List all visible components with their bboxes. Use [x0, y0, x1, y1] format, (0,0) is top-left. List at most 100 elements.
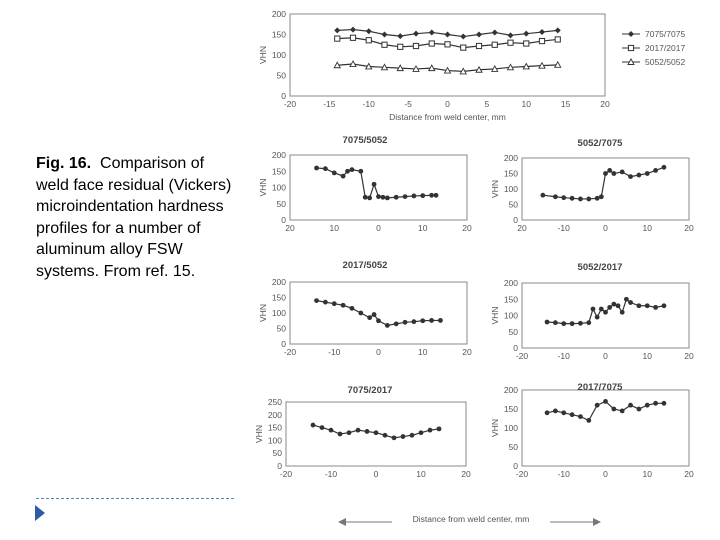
x-tick-label: -20 [284, 99, 297, 109]
x-tick-label: 0 [603, 469, 608, 479]
data-point [603, 171, 608, 176]
y-tick-label: 0 [513, 343, 518, 353]
data-point [594, 402, 600, 408]
data-point [578, 414, 583, 419]
data-point [544, 410, 550, 416]
y-tick-label: 150 [504, 404, 518, 414]
x-tick-label: -20 [284, 347, 297, 357]
data-point [569, 321, 575, 327]
data-point [611, 171, 617, 176]
data-point [586, 418, 592, 423]
data-point [396, 64, 405, 72]
x-tick-label: 20 [462, 223, 472, 233]
data-point [460, 33, 467, 40]
data-point [376, 194, 381, 200]
y-tick-label: 50 [277, 199, 287, 209]
data-point [333, 61, 342, 69]
caption-text: Comparison of weld face residual (Vicker… [36, 155, 232, 280]
data-point [323, 299, 328, 305]
plot-frame [289, 281, 468, 345]
data-point [506, 63, 515, 71]
data-point [476, 31, 482, 38]
data-point [334, 27, 341, 34]
data-point [553, 194, 558, 200]
data-point [420, 318, 426, 324]
data-point [522, 62, 531, 70]
x-tick-label: 0 [445, 99, 450, 109]
y-tick-label: 100 [504, 423, 518, 433]
data-point [523, 30, 530, 37]
data-point [384, 323, 390, 328]
x-tick-label: 10 [418, 223, 428, 233]
data-point [569, 412, 575, 418]
x-tick-label: 0 [376, 347, 381, 357]
data-point [443, 66, 452, 74]
data-point [381, 41, 388, 48]
chart-title: 5052/2017 [578, 262, 623, 273]
data-point [607, 168, 613, 173]
data-point [619, 408, 625, 414]
x-tick-label: -15 [323, 99, 336, 109]
data-point [491, 29, 498, 36]
data-point [428, 40, 435, 47]
data-point [598, 194, 604, 200]
data-point [607, 304, 613, 310]
plot-frame [521, 389, 690, 467]
data-point [371, 181, 377, 187]
chart-1: 0 50 100 150 200 -20 -15 -10 -5 0 5 10 15 20 VHN Distan… [258, 9, 685, 122]
data-point [628, 174, 633, 180]
data-point [429, 318, 434, 323]
legend-label: 7075/7075 [645, 29, 685, 39]
data-point [636, 172, 642, 178]
data-point [569, 195, 575, 201]
y-axis-label: VHN [490, 419, 500, 437]
data-point [393, 321, 399, 327]
chart-title: 5052/7075 [578, 138, 624, 149]
data-point [491, 41, 498, 48]
y-tick-label: 50 [509, 327, 519, 337]
data-point [365, 28, 372, 35]
y-tick-label: 250 [268, 397, 282, 407]
figure-caption: Fig. 16. Comparison of weld face residua… [36, 153, 236, 282]
y-tick-label: 200 [268, 410, 282, 420]
data-point [409, 432, 415, 438]
data-point [402, 319, 408, 325]
x-tick-label: 10 [418, 347, 428, 357]
bottom-axis-label: Distance from weld center, mm [413, 514, 530, 524]
data-point [397, 33, 404, 40]
y-tick-label: 200 [504, 153, 518, 163]
data-point [331, 170, 337, 176]
y-tick-label: 150 [272, 30, 286, 40]
data-point [561, 410, 567, 416]
x-tick-label: 20 [285, 223, 295, 233]
plot-frame [289, 154, 468, 221]
data-point [384, 195, 390, 201]
data-point [364, 62, 373, 70]
label-backdrop [392, 512, 550, 526]
data-point [400, 434, 406, 439]
data-point [644, 171, 650, 176]
y-tick-label: 100 [272, 308, 286, 318]
data-point [594, 195, 600, 201]
data-point [538, 61, 546, 69]
data-point [350, 26, 356, 33]
data-point [603, 399, 608, 404]
plot-frame [521, 157, 690, 221]
chart-4: 0 50 100 150 200 -20 -10 0 10 20 VHN 2017/5052 [258, 260, 472, 357]
x-tick-label: 5 [485, 99, 490, 109]
data-point [433, 192, 439, 198]
data-point [636, 406, 642, 412]
data-point [507, 39, 514, 46]
data-point [611, 406, 617, 412]
data-point [358, 168, 364, 174]
y-axis-label: VHN [490, 180, 500, 198]
y-tick-label: 150 [504, 169, 518, 179]
data-point [554, 27, 561, 34]
y-tick-label: 150 [268, 423, 282, 433]
x-tick-label: -20 [280, 469, 293, 479]
x-tick-label: 15 [561, 99, 571, 109]
data-point [661, 164, 667, 170]
legend-marker [627, 58, 635, 65]
data-point [323, 166, 328, 172]
